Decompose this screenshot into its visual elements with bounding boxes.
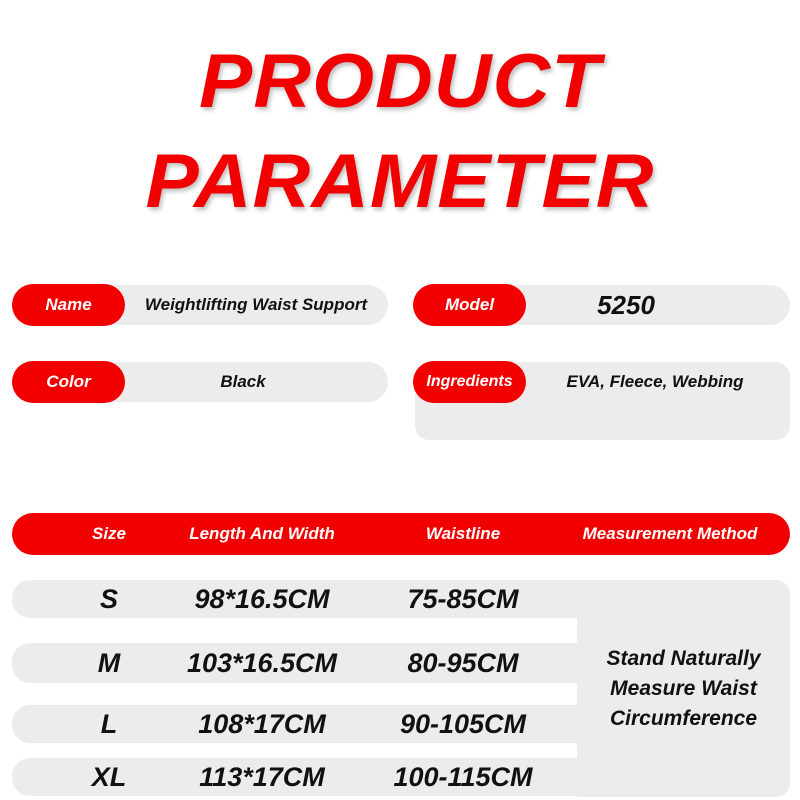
size-cell: XL [91, 761, 127, 792]
measurement-method-cell: Stand Naturally Measure Waist Circumfere… [577, 580, 790, 797]
waistline-cell: 90-105CM [399, 708, 527, 739]
table-row: L 108*17CM 90-105CM [12, 705, 577, 743]
header-measurement-method: Measurement Method [582, 524, 758, 543]
ingredients-value: EVA, Fleece, Webbing [566, 372, 744, 391]
size-cell: S [99, 583, 118, 614]
header-size: Size [91, 524, 127, 543]
model-value: 5250 [597, 289, 655, 320]
waistline-cell: 75-85CM [407, 583, 519, 614]
model-label: Model [413, 284, 526, 326]
name-label: Name [12, 284, 125, 326]
length-width-cell: 108*17CM [198, 708, 326, 739]
table-row: S 98*16.5CM 75-85CM [12, 580, 577, 618]
color-value: Black [220, 372, 266, 391]
table-row: M 103*16.5CM 80-95CM [12, 643, 577, 683]
header-waistline: Waistline [425, 524, 501, 543]
color-label: Color [12, 361, 125, 403]
length-width-cell: 113*17CM [199, 761, 325, 792]
size-table-header: Size Length And Width Waistline Measurem… [12, 513, 790, 555]
length-width-cell: 103*16.5CM [186, 647, 338, 678]
size-cell: L [100, 708, 118, 739]
ingredients-label: Ingredients [413, 361, 526, 403]
waistline-cell: 100-115CM [393, 761, 533, 792]
header-length-width: Length And Width [189, 524, 335, 543]
title-line-2: PARAMETER [145, 139, 655, 224]
name-value: Weightlifting Waist Support [144, 295, 368, 314]
length-width-cell: 98*16.5CM [194, 583, 330, 614]
title-line-1: PRODUCT [199, 39, 601, 124]
size-cell: M [97, 647, 121, 678]
waistline-cell: 80-95CM [407, 647, 519, 678]
table-row: XL 113*17CM 100-115CM [12, 758, 577, 796]
